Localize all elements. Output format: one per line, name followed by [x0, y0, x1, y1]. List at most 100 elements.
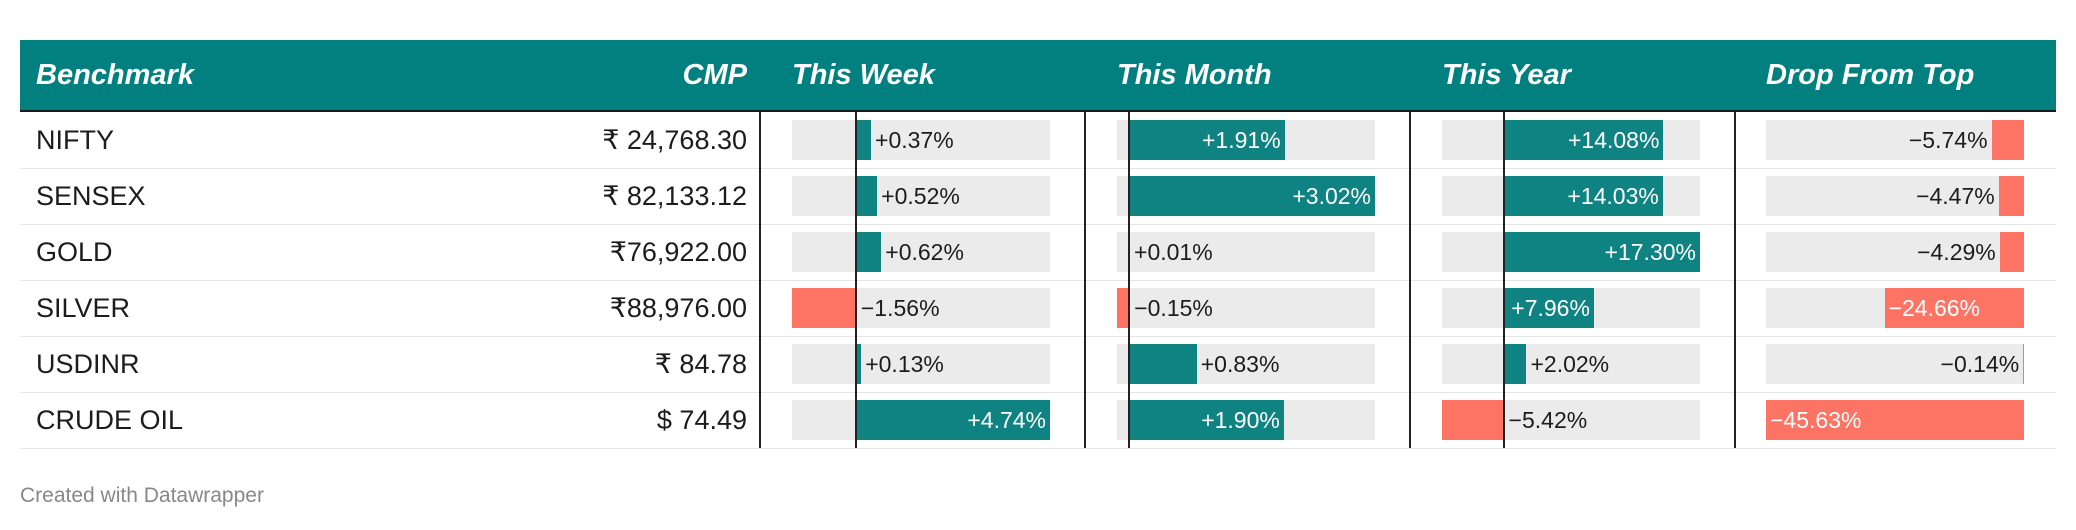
table-header: Benchmark CMP This Week This Month This … — [20, 40, 2056, 112]
drop-value-label: −45.63% — [1770, 407, 1862, 433]
month-track — [1117, 288, 1375, 328]
drop-track — [1766, 176, 2024, 216]
drop-value-label: −4.29% — [1917, 239, 1996, 265]
month-value-label: +0.83% — [1200, 351, 1280, 377]
week-bar — [855, 176, 878, 216]
column-divider — [759, 336, 761, 392]
column-divider — [1084, 168, 1086, 224]
year-bar — [1503, 344, 1527, 384]
drop-bar — [1999, 232, 2024, 272]
column-divider — [1734, 168, 1736, 224]
week-zero-line — [854, 112, 857, 168]
column-divider — [759, 224, 761, 280]
drop-value-label: −24.66% — [1888, 295, 1981, 321]
table-row: USDINR ₹ 84.78 +0.13% +0.83% +2.02% −0.14% — [20, 336, 2056, 393]
header-drop-from-top: Drop From Top — [1766, 59, 1975, 91]
week-track — [792, 344, 1050, 384]
drop-track — [1766, 232, 2024, 272]
column-divider — [759, 280, 761, 336]
cmp-value: ₹ 24,768.30 — [602, 125, 747, 155]
year-value-label: +7.96% — [1511, 295, 1590, 321]
benchmark-name: SILVER — [36, 293, 131, 323]
month-value-label: +1.90% — [1201, 407, 1280, 433]
week-value-label: +0.37% — [875, 127, 954, 153]
year-zero-line — [1502, 168, 1505, 224]
table-row: NIFTY ₹ 24,768.30 +0.37% +1.91% +14.08% −5.74… — [20, 112, 2056, 169]
month-zero-line — [1128, 112, 1131, 168]
month-zero-line — [1128, 224, 1131, 280]
column-divider — [759, 112, 761, 168]
column-divider — [1409, 392, 1411, 448]
table-row: CRUDE OIL $ 74.49 +4.74% +1.90% −5.42% −45.63… — [20, 392, 2056, 449]
cmp-value: ₹88,976.00 — [609, 293, 747, 323]
month-bar — [1129, 120, 1285, 160]
year-value-label: +17.30% — [1604, 239, 1696, 265]
drop-track — [1766, 120, 2024, 160]
week-track — [792, 120, 1050, 160]
footer-credit: Created with Datawrapper — [20, 484, 264, 507]
week-bar — [855, 344, 862, 384]
column-divider — [1409, 280, 1411, 336]
week-value-label: −1.56% — [860, 295, 940, 321]
column-divider — [1734, 280, 1736, 336]
year-bar — [1503, 232, 1700, 272]
column-divider — [759, 168, 761, 224]
column-divider — [1734, 392, 1736, 448]
benchmark-name: CRUDE OIL — [36, 405, 184, 435]
year-value-label: +14.03% — [1567, 183, 1659, 209]
benchmark-name: GOLD — [36, 237, 113, 267]
cmp-value: $ 74.49 — [656, 405, 747, 435]
week-value-label: +4.74% — [967, 407, 1046, 433]
month-zero-line — [1128, 168, 1131, 224]
header-this-month: This Month — [1117, 59, 1272, 91]
month-zero-line — [1128, 280, 1131, 336]
month-value-label: +0.01% — [1134, 239, 1213, 265]
header-cmp: CMP — [682, 59, 747, 91]
column-divider — [1084, 224, 1086, 280]
year-bar — [1503, 288, 1594, 328]
week-value-label: +0.62% — [885, 239, 964, 265]
benchmark-table: Benchmark CMP This Week This Month This … — [20, 40, 2056, 449]
week-zero-line — [854, 336, 857, 392]
table-row: SENSEX ₹ 82,133.12 +0.52% +3.02% +14.03% −4.4… — [20, 168, 2056, 225]
year-bar — [1442, 400, 1504, 440]
week-zero-line — [854, 392, 857, 448]
cmp-value: ₹ 84.78 — [654, 349, 747, 379]
benchmark-name: USDINR — [36, 349, 140, 379]
year-zero-line — [1502, 224, 1505, 280]
week-zero-line — [854, 224, 857, 280]
column-divider — [1734, 224, 1736, 280]
header-this-week: This Week — [792, 59, 935, 91]
table-row: SILVER ₹88,976.00 −1.56% −0.15% +7.96% −24.66… — [20, 280, 2056, 337]
benchmark-name: NIFTY — [36, 125, 114, 155]
column-divider — [1409, 336, 1411, 392]
year-value-label: −5.42% — [1508, 407, 1588, 433]
month-bar — [1129, 344, 1197, 384]
drop-bar — [1884, 288, 2024, 328]
column-divider — [1734, 112, 1736, 168]
year-value-label: +2.02% — [1530, 351, 1610, 377]
week-bar — [855, 400, 1050, 440]
year-track — [1442, 344, 1700, 384]
cmp-value: ₹76,922.00 — [609, 237, 747, 267]
week-zero-line — [854, 280, 857, 336]
year-bar — [1503, 176, 1663, 216]
drop-value-label: −4.47% — [1916, 183, 1995, 209]
year-zero-line — [1502, 112, 1505, 168]
drop-bar — [2023, 344, 2025, 384]
week-value-label: +0.52% — [881, 183, 960, 209]
drop-value-label: −0.14% — [1940, 351, 2020, 377]
week-zero-line — [854, 168, 857, 224]
drop-track — [1766, 344, 2024, 384]
column-divider — [1084, 112, 1086, 168]
year-zero-line — [1502, 392, 1505, 448]
header-benchmark: Benchmark — [36, 59, 194, 91]
column-divider — [759, 392, 761, 448]
week-value-label: +0.13% — [865, 351, 944, 377]
month-bar — [1129, 400, 1284, 440]
month-track — [1117, 232, 1375, 272]
benchmark-name: SENSEX — [36, 181, 146, 211]
column-divider — [1084, 280, 1086, 336]
month-bar — [1117, 288, 1130, 328]
drop-value-label: −5.74% — [1908, 127, 1988, 153]
